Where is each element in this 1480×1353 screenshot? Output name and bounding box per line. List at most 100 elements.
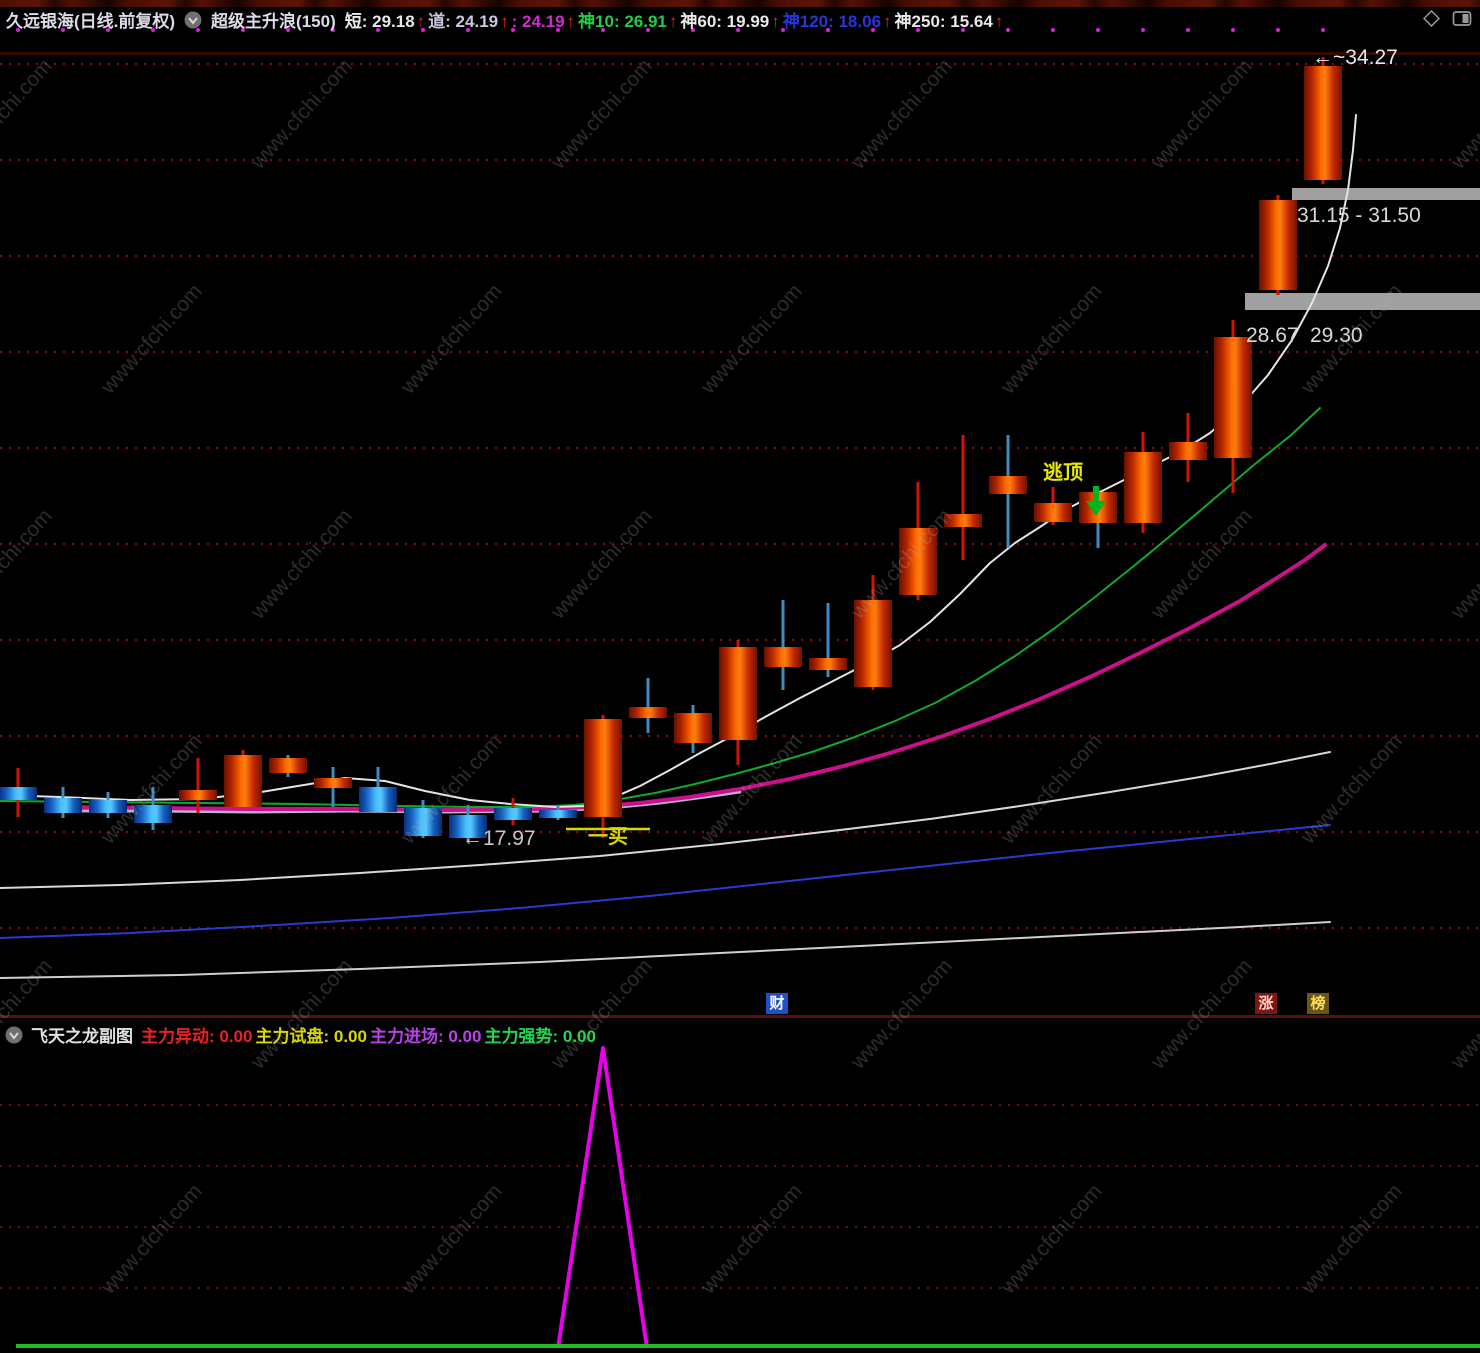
- indicator-value: 短: 29.18 ↑: [344, 12, 426, 31]
- indicator-value: 神250: 15.64 ↑: [894, 12, 1004, 31]
- chart-annotation: 28.67: [1246, 324, 1299, 347]
- watermark: www.cfchi.com: [96, 280, 207, 399]
- header-divider: [0, 52, 1480, 55]
- indicator-value: 道: 24.19 ↑: [428, 12, 509, 31]
- indicator-value: 神10: 26.91 ↑: [578, 12, 678, 31]
- stock-title[interactable]: 久远银海(日线.前复权): [6, 12, 176, 31]
- corner-badge-榜[interactable]: 榜: [1307, 993, 1329, 1014]
- chart-annotation: 29.30: [1310, 324, 1363, 347]
- ma-blue-120: [0, 824, 1331, 939]
- watermark: www.cfchi.com: [1446, 505, 1480, 624]
- watermark: www.cfchi.com: [246, 55, 357, 174]
- up-arrow-icon: ↑: [416, 12, 426, 31]
- ribbon-dot: [421, 28, 425, 32]
- indicator-value: 神60: 19.99 ↑: [680, 12, 780, 31]
- candle: [359, 787, 397, 812]
- corner-badge-财[interactable]: 财: [766, 993, 788, 1014]
- up-arrow-icon: ↑: [566, 12, 576, 31]
- chart-annotation: ←17.97: [462, 827, 536, 850]
- watermark: www.cfchi.com: [696, 280, 807, 399]
- ribbon-dot: [1186, 28, 1190, 32]
- chart-annotation: 31.15 - 31.50: [1297, 204, 1421, 227]
- sub-chart-header: 飞天之龙副图 主力异动: 0.00 主力试盘: 0.00 主力进场: 0.00 主力强…: [5, 1022, 599, 1047]
- ribbon-dot: [511, 28, 515, 32]
- watermark: www.cfchi.com: [846, 955, 957, 1074]
- candle: [269, 758, 307, 773]
- ribbon-dot: [241, 28, 245, 32]
- candle: [44, 798, 82, 813]
- chevron-down-icon[interactable]: [184, 11, 202, 29]
- indicator-value: 神120: 18.06 ↑: [782, 12, 892, 31]
- ribbon-dot: [106, 28, 110, 32]
- ma-white-low: [0, 921, 1331, 979]
- watermark: www.cfchi.com: [1146, 55, 1257, 174]
- panel-toggle-icon[interactable]: [1452, 10, 1472, 27]
- ribbon-dot: [1096, 28, 1100, 32]
- ribbon-dot: [691, 28, 695, 32]
- indicator-value: 主力进场: 0.00: [369, 1027, 482, 1046]
- watermark: www.cfchi.com: [1446, 55, 1480, 174]
- candle: [764, 647, 802, 667]
- watermark: www.cfchi.com: [96, 1180, 207, 1299]
- candle: [674, 713, 712, 743]
- candle: [1034, 503, 1072, 522]
- candle: [809, 658, 847, 670]
- ribbon-dot: [466, 28, 470, 32]
- watermark: www.cfchi.com: [1146, 505, 1257, 624]
- watermark: www.cfchi.com: [546, 505, 657, 624]
- watermark: www.cfchi.com: [846, 505, 957, 624]
- candle: [854, 600, 892, 687]
- candle: [1259, 200, 1297, 290]
- ribbon-dot: [1231, 28, 1235, 32]
- candle: [944, 514, 982, 527]
- watermark: www.cfchi.com: [546, 55, 657, 174]
- ribbon-dot: [871, 28, 875, 32]
- header-toolbar: [1423, 10, 1472, 27]
- ribbon-dot: [961, 28, 965, 32]
- candle: [629, 707, 667, 718]
- ribbon-dot: [601, 28, 605, 32]
- candle: [719, 647, 757, 740]
- watermark: www.cfchi.com: [1296, 1180, 1407, 1299]
- ribbon-dot: [1321, 28, 1325, 32]
- candle: [179, 790, 217, 800]
- candle: [1214, 337, 1252, 458]
- ribbon-dot: [1141, 28, 1145, 32]
- ribbon-dot: [781, 28, 785, 32]
- corner-badge-涨[interactable]: 涨: [1255, 993, 1277, 1014]
- sub-indicator-title[interactable]: 飞天之龙副图: [31, 1027, 133, 1046]
- watermark: www.cfchi.com: [246, 505, 357, 624]
- chart-annotation: 一买: [588, 826, 628, 848]
- watermark: www.cfchi.com: [396, 280, 507, 399]
- down-arrow-icon: [1093, 486, 1099, 502]
- candle: [899, 528, 937, 595]
- sub-indicator-readouts: 主力异动: 0.00 主力试盘: 0.00 主力进场: 0.00 主力强势: 0.00: [141, 1022, 599, 1047]
- main-force-spike: [556, 1046, 649, 1349]
- watermark: www.cfchi.com: [996, 280, 1107, 399]
- candle: [404, 808, 442, 836]
- up-arrow-icon: ↑: [500, 12, 509, 31]
- chart-annotation: 逃顶: [1043, 461, 1083, 484]
- gap-zone: [1292, 188, 1480, 200]
- ribbon-dot: [151, 28, 155, 32]
- candle: [989, 476, 1027, 494]
- ribbon-dot: [556, 28, 560, 32]
- ribbon-dot: [1276, 28, 1280, 32]
- pane-divider: [0, 1015, 1480, 1018]
- candle: [1169, 442, 1207, 460]
- diamond-icon[interactable]: [1423, 10, 1440, 27]
- candle: [0, 787, 37, 800]
- up-arrow-icon: ↑: [668, 12, 678, 31]
- up-arrow-icon: ↑: [994, 12, 1004, 31]
- candle: [134, 805, 172, 823]
- chevron-down-icon[interactable]: [5, 1026, 23, 1044]
- indicator-title[interactable]: 超级主升浪(150): [211, 12, 336, 31]
- watermark: www.cfchi.com: [1446, 955, 1480, 1074]
- down-arrow-icon: [1086, 501, 1106, 516]
- ribbon-dot: [196, 28, 200, 32]
- watermark: www.cfchi.com: [0, 505, 57, 624]
- watermark: www.cfchi.com: [1146, 955, 1257, 1074]
- indicator-readouts: 短: 29.18 ↑ 道: 24.19 ↑: 24.19 ↑ 神10: 26.91 ↑ 神60…: [345, 7, 1007, 32]
- up-arrow-icon: ↑: [771, 12, 780, 31]
